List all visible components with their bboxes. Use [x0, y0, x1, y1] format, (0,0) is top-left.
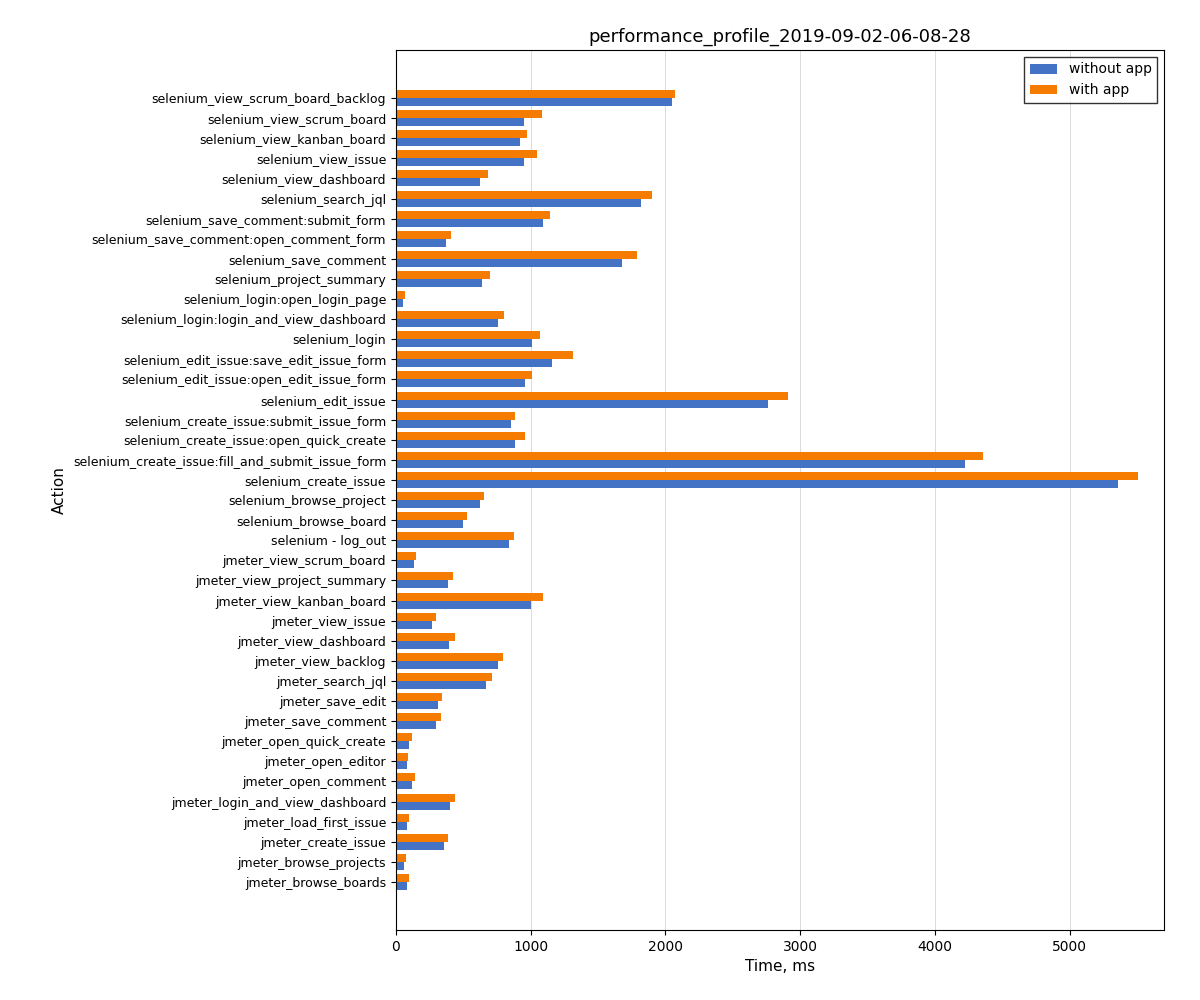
- Bar: [396, 874, 408, 882]
- Bar: [396, 721, 437, 729]
- Bar: [396, 199, 641, 207]
- Bar: [396, 580, 448, 588]
- Bar: [396, 392, 788, 400]
- Bar: [396, 452, 984, 460]
- Bar: [396, 239, 446, 247]
- Bar: [396, 130, 527, 138]
- Bar: [396, 552, 415, 560]
- Bar: [396, 822, 408, 830]
- Bar: [396, 178, 480, 186]
- Bar: [396, 191, 652, 199]
- Bar: [396, 351, 572, 359]
- Bar: [396, 834, 448, 842]
- Bar: [396, 118, 524, 126]
- Bar: [396, 170, 487, 178]
- Bar: [396, 882, 407, 890]
- Bar: [396, 673, 492, 681]
- Bar: [396, 492, 485, 500]
- Title: performance_profile_2019-09-02-06-08-28: performance_profile_2019-09-02-06-08-28: [589, 28, 971, 46]
- Bar: [396, 150, 538, 158]
- Bar: [396, 854, 406, 862]
- Bar: [396, 862, 404, 870]
- Bar: [396, 158, 524, 166]
- Legend: without app, with app: without app, with app: [1024, 57, 1157, 103]
- Bar: [396, 653, 503, 661]
- Bar: [396, 251, 637, 259]
- Bar: [396, 641, 449, 649]
- Bar: [396, 138, 520, 146]
- Bar: [396, 339, 532, 347]
- Bar: [396, 90, 674, 98]
- Bar: [396, 761, 407, 769]
- Bar: [396, 98, 672, 106]
- Bar: [396, 291, 404, 299]
- Bar: [396, 472, 1139, 480]
- Bar: [396, 753, 408, 761]
- X-axis label: Time, ms: Time, ms: [745, 959, 815, 974]
- Bar: [396, 460, 965, 468]
- Bar: [396, 733, 412, 741]
- Bar: [396, 693, 442, 701]
- Bar: [396, 271, 491, 279]
- Bar: [396, 681, 486, 689]
- Bar: [396, 359, 552, 367]
- Bar: [396, 311, 504, 319]
- Bar: [396, 621, 432, 629]
- Bar: [396, 661, 498, 669]
- Bar: [396, 633, 455, 641]
- Bar: [396, 371, 532, 379]
- Bar: [396, 432, 526, 440]
- Bar: [396, 379, 526, 387]
- Bar: [396, 412, 515, 420]
- Bar: [396, 110, 541, 118]
- Bar: [396, 814, 409, 822]
- Bar: [396, 601, 530, 609]
- Bar: [396, 420, 510, 428]
- Bar: [396, 440, 515, 448]
- Bar: [396, 613, 436, 621]
- Bar: [396, 532, 514, 540]
- Bar: [396, 219, 542, 227]
- Bar: [396, 781, 412, 789]
- Bar: [396, 231, 450, 239]
- Bar: [396, 400, 768, 408]
- Bar: [396, 741, 409, 749]
- Y-axis label: Action: Action: [53, 466, 67, 514]
- Bar: [396, 480, 1118, 488]
- Bar: [396, 279, 482, 287]
- Bar: [396, 319, 498, 327]
- Bar: [396, 593, 542, 601]
- Bar: [396, 842, 444, 850]
- Bar: [396, 773, 415, 781]
- Bar: [396, 572, 454, 580]
- Bar: [396, 802, 450, 810]
- Bar: [396, 520, 463, 528]
- Bar: [396, 701, 438, 709]
- Bar: [396, 500, 480, 508]
- Bar: [396, 794, 455, 802]
- Bar: [396, 540, 509, 548]
- Bar: [396, 331, 540, 339]
- Bar: [396, 713, 440, 721]
- Bar: [396, 299, 403, 307]
- Bar: [396, 211, 550, 219]
- Bar: [396, 259, 623, 267]
- Bar: [396, 512, 467, 520]
- Bar: [396, 560, 414, 568]
